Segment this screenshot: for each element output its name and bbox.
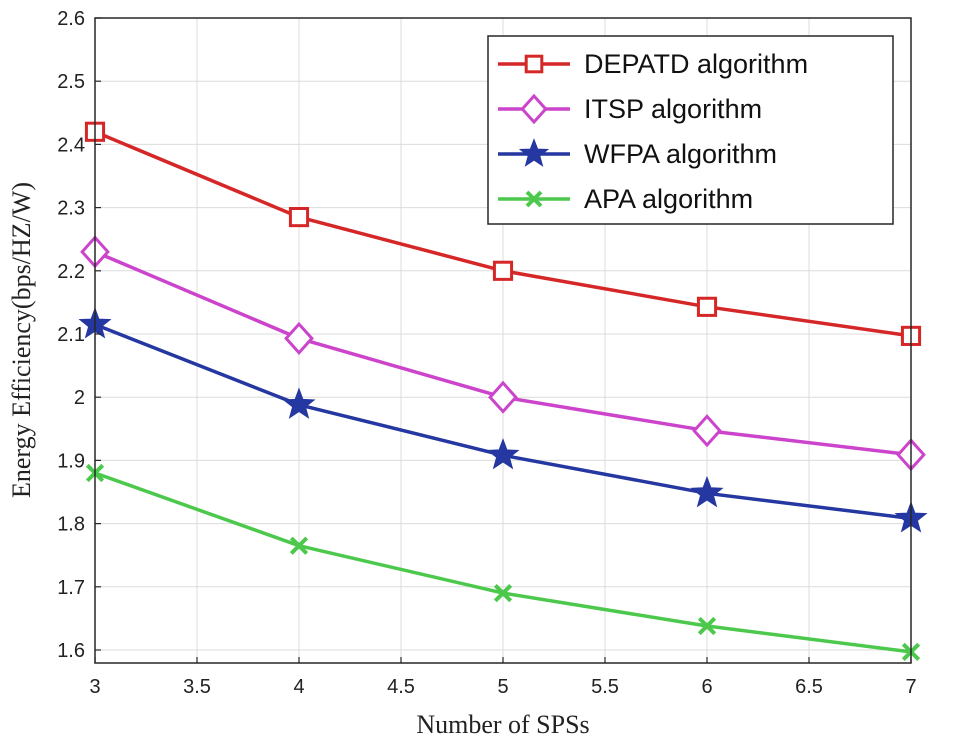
x-tick-label: 4 — [293, 676, 304, 698]
y-tick-label: 2.4 — [57, 134, 85, 156]
legend-box — [487, 35, 894, 225]
legend-label: ITSP algorithm — [584, 94, 762, 124]
legend: DEPATD algorithm ITSP algorithm WFPA algor… — [487, 35, 894, 225]
x-marker — [493, 584, 513, 603]
y-tick-label: 2 — [74, 387, 85, 409]
y-tick-label: 1.9 — [57, 450, 85, 472]
star-marker — [282, 387, 316, 419]
star-marker — [486, 437, 520, 470]
x-tick-label: 6 — [701, 676, 712, 698]
y-tick-label: 2.5 — [57, 71, 85, 93]
y-tick-label: 1.7 — [57, 577, 85, 599]
diamond-marker — [488, 380, 518, 414]
legend-entry: APA algorithm — [498, 184, 753, 214]
y-axis-title: Energy Efficiency(bps/HZ/W) — [7, 182, 36, 498]
x-tick-label: 7 — [905, 676, 916, 698]
legend-entry: WFPA algorithm — [498, 138, 777, 169]
diamond-marker — [692, 414, 722, 448]
square-marker — [524, 54, 544, 74]
x-axis-title: Number of SPSs — [416, 710, 589, 739]
y-tick-label: 2.6 — [57, 8, 85, 30]
star-marker — [690, 475, 724, 508]
y-tick-label: 1.6 — [57, 640, 85, 662]
x-tick-label: 4.5 — [387, 676, 415, 698]
y-tick-label: 2.2 — [57, 261, 85, 283]
x-tick-label: 6.5 — [795, 676, 823, 698]
x-marker — [525, 190, 543, 208]
legend-entry: DEPATD algorithm — [498, 49, 808, 79]
legend-label: APA algorithm — [584, 184, 753, 214]
legend-label: DEPATD algorithm — [584, 49, 808, 79]
y-tick-label: 2.3 — [57, 198, 85, 220]
star-marker — [518, 138, 550, 167]
x-marker — [289, 536, 309, 555]
diamond-marker — [520, 93, 548, 125]
square-marker — [492, 260, 514, 281]
square-marker — [696, 296, 718, 317]
x-tick-label: 3 — [89, 676, 100, 698]
diamond-marker — [284, 321, 314, 355]
tick-labels: 3 3.5 4 4.5 5 5.5 6 6.5 7 1.6 1.7 1.8 1.9 2 2.1 2.2 2.3 2… — [57, 8, 916, 698]
x-marker — [697, 616, 717, 636]
y-tick-label: 2.1 — [57, 324, 85, 346]
y-tick-label: 1.8 — [57, 514, 85, 536]
square-marker — [288, 207, 310, 228]
legend-entry: ITSP algorithm — [498, 93, 762, 125]
x-tick-label: 3.5 — [183, 676, 211, 698]
x-tick-label: 5.5 — [591, 676, 619, 698]
legend-label: WFPA algorithm — [584, 139, 777, 169]
x-tick-label: 5 — [497, 676, 508, 698]
